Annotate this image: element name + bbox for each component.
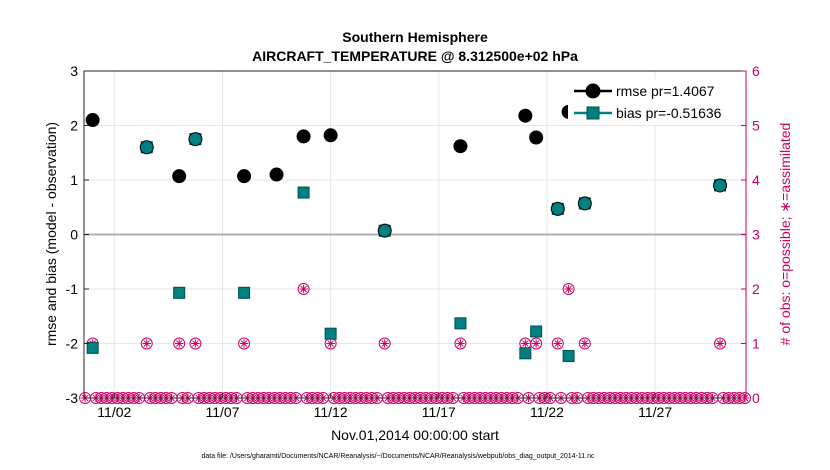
rmse-point (269, 167, 284, 182)
bias-point (562, 350, 575, 363)
y-tick-label: -3 (66, 390, 79, 406)
y2-tick-label: 2 (752, 281, 760, 297)
obs-possible-circle (173, 337, 186, 350)
bias-point (297, 186, 310, 199)
y2-tick-label: 3 (752, 227, 760, 243)
obs-possible-circle (551, 337, 564, 350)
y-tick-label: 0 (70, 227, 78, 243)
obs-assimilated-star (143, 340, 151, 347)
y2-tick-label: 5 (752, 118, 760, 134)
rmse-point (172, 169, 187, 184)
obs-assimilated-star (381, 340, 389, 347)
chart-subtitle: AIRCRAFT_TEMPERATURE @ 8.312500e+02 hPa (252, 48, 578, 64)
obs-assimilated-star (240, 340, 248, 347)
rmse-point (518, 108, 533, 123)
y2-tick-label: 0 (752, 390, 760, 406)
data-file-footnote: data file: /Users/gharamti/Documents/NCA… (201, 453, 595, 460)
obs-count-marker (530, 337, 543, 350)
obs-count-marker (454, 337, 467, 350)
y-axis-label: rmse and bias (model - observation) (43, 122, 59, 346)
legend-rmse-marker (585, 83, 601, 99)
bias-point (238, 286, 251, 299)
obs-possible-circle (189, 337, 202, 350)
obs-possible-circle (297, 283, 310, 295)
obs-count-marker (551, 337, 564, 350)
obs-possible-circle (378, 337, 391, 350)
right-axis-ticks: 0 1 2 3 4 5 6 (741, 63, 760, 406)
x-tick-label: 11/22 (530, 404, 564, 420)
y2-tick-label: 6 (752, 63, 760, 79)
rmse-point (577, 196, 592, 211)
rmse-point (85, 113, 100, 128)
legend-rmse-label: rmse pr=1.4067 (616, 83, 715, 99)
bias-series (86, 133, 727, 363)
rmse-point (377, 223, 392, 238)
obs-possible-circle (578, 337, 591, 350)
bias-point (454, 317, 467, 330)
bias-point (86, 341, 99, 354)
obs-assimilated-star (581, 340, 589, 347)
y2-tick-label: 1 (752, 336, 760, 352)
y-tick-label: -1 (66, 281, 79, 297)
rmse-point (453, 139, 468, 154)
obs-assimilated-star (554, 340, 562, 347)
obs-assimilated-star (192, 340, 199, 347)
obs-count-marker (173, 337, 186, 350)
x-tick-label: 11/02 (97, 404, 131, 420)
obs-assimilated-star (522, 340, 529, 347)
obs-count-marker (297, 283, 310, 295)
x-tick-label: 11/12 (314, 404, 348, 420)
obs-possible-circle (714, 337, 727, 350)
y-tick-label: 3 (70, 63, 78, 79)
obs-assimilated-star (565, 285, 572, 293)
legend-bias-label: bias pr=-0.51636 (616, 105, 722, 121)
bias-point (324, 327, 337, 340)
obs-count-marker (140, 337, 153, 350)
y-tick-label: 1 (70, 172, 78, 188)
legend-bias-marker (586, 106, 600, 120)
obs-assimilated-star (532, 340, 540, 347)
rmse-point (296, 129, 311, 144)
obs-count-marker (714, 337, 727, 350)
rmse-point (188, 132, 203, 147)
obs-assimilated-star (716, 340, 724, 347)
chart-title: Southern Hemisphere (342, 29, 488, 45)
obs-possible-circle (530, 337, 543, 350)
rmse-point (139, 140, 154, 155)
x-tick-label: 11/07 (205, 404, 239, 420)
bias-point (519, 347, 532, 360)
x-tick-label: 11/27 (638, 404, 672, 420)
obs-count-marker (378, 337, 391, 350)
rmse-point (529, 130, 544, 145)
y2-tick-label: 4 (752, 172, 760, 188)
obs-assimilated-star (457, 340, 464, 347)
y2-axis-label: # of obs: o=possible; ∗=assimilated (777, 123, 793, 346)
obs-assimilated-star (300, 285, 307, 293)
bias-point (530, 325, 543, 338)
y-tick-label: 2 (70, 118, 78, 134)
left-axis-ticks: -3 -2 -1 0 1 2 3 (66, 63, 89, 406)
y-tick-label: -2 (66, 336, 79, 352)
x-axis-label: Nov.01,2014 00:00:00 start (331, 427, 499, 443)
obs-possible-circle (238, 337, 251, 350)
obs-possible-circle (454, 337, 467, 350)
obs-count-marker (238, 337, 251, 350)
bottom-axis-ticks: 11/02 11/07 11/12 11/17 11/22 11/27 (97, 393, 672, 420)
x-tick-label: 11/17 (422, 404, 456, 420)
rmse-point (550, 201, 565, 216)
obs-count-marker (562, 283, 575, 295)
rmse-point (713, 178, 728, 193)
obs-possible-circle (140, 337, 153, 350)
obs-assimilated-star (327, 340, 334, 347)
obs-count-marker (189, 337, 202, 350)
rmse-point (323, 128, 338, 143)
bias-point (173, 286, 186, 299)
obs-count-marker (578, 337, 591, 350)
rmse-point (237, 169, 252, 184)
legend: rmse pr=1.4067 bias pr=-0.51636 (568, 79, 740, 125)
obs-possible-circle (562, 283, 575, 295)
obs-assimilated-star (175, 340, 183, 347)
